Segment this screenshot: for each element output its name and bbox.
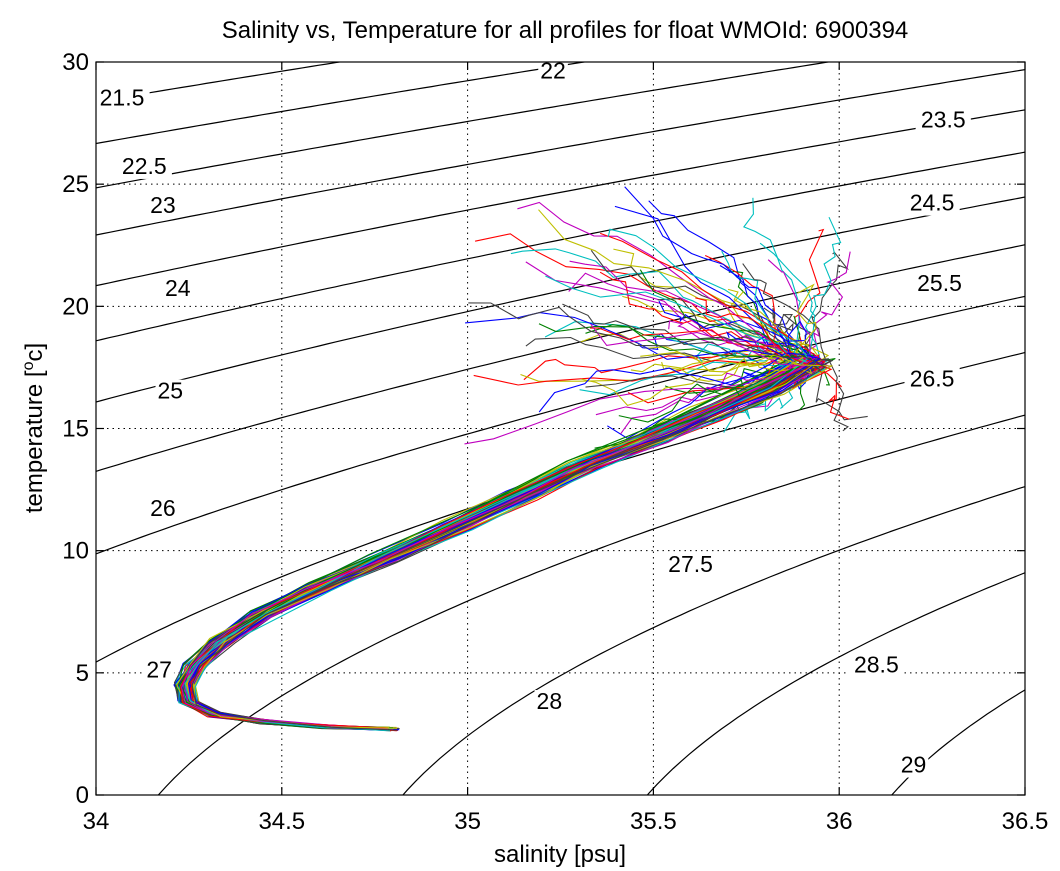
- isopycnal-line-25: [96, 151, 1025, 342]
- isopycnal-label-0: 21.5: [100, 85, 145, 111]
- isopycnal-label-12: 27.5: [668, 551, 713, 577]
- isopycnal-label-14: 28.5: [854, 651, 899, 677]
- isopycnal-label-4: 23.5: [921, 107, 966, 133]
- x-tick-label-1: 34.5: [258, 808, 305, 835]
- y-axis-label-end: c]: [21, 343, 48, 362]
- x-tick-label-2: 35: [454, 808, 481, 835]
- isopycnal-line-28-5: [646, 572, 1025, 795]
- x-tick-label-0: 34: [83, 808, 110, 835]
- isopycnal-line-29: [890, 689, 1025, 795]
- isopycnal-label-bg-0: [94, 86, 150, 111]
- y-axis-label-sup: o: [20, 361, 37, 370]
- isopycnal-label-bg-12: [662, 553, 719, 578]
- isopycnal-line-26-5: [96, 295, 1025, 555]
- profile-line-69: [174, 367, 794, 729]
- isopycnal-line-26: [96, 244, 1025, 472]
- isopycnal-label-6: 24.5: [910, 190, 955, 216]
- isopycnal-line-24: [96, 68, 1025, 236]
- y-tick-label-6: 30: [62, 49, 89, 76]
- isopycnal-label-bg-1: [538, 59, 568, 84]
- isopycnal-label-10: 26.5: [910, 366, 955, 392]
- profile-line-66: [194, 242, 826, 731]
- isopycnal-label-bg-4: [915, 108, 971, 133]
- isopycnal-label-11: 27: [146, 656, 172, 682]
- y-tick-label-5: 25: [62, 171, 89, 198]
- isopycnal-label-bg-7: [155, 379, 186, 404]
- x-tick-label-3: 35.5: [630, 808, 677, 835]
- isopycnal-label-3: 23: [150, 192, 176, 218]
- isopycnal-line-22-5: [96, 62, 344, 103]
- isopycnal-line-27-5: [157, 414, 1025, 795]
- profile-layer: [173, 186, 868, 732]
- isopycnal-label-bg-11: [144, 658, 174, 683]
- tick-layer: 34 34.5 35 35.5 36 36.5 0 5 10 15 20 25 30: [62, 49, 1048, 835]
- isopycnal-label-bg-5: [162, 277, 193, 302]
- profile-line-83: [191, 302, 827, 731]
- y-axis-label: temperature [oc]: [20, 343, 48, 513]
- y-tick-label-2: 10: [62, 538, 89, 565]
- chart-title: Salinity vs, Temperature for all profile…: [222, 17, 909, 44]
- isopycnal-label-bg-13: [534, 690, 565, 715]
- profile-line-79: [180, 297, 809, 729]
- x-tick-label-4: 36: [826, 808, 853, 835]
- x-tick-label-5: 36.5: [1002, 808, 1049, 835]
- y-tick-label-0: 0: [76, 782, 89, 809]
- isopycnal-label-bg-2: [116, 154, 172, 179]
- isopycnal-label-layer: 21.52222.52323.52424.52525.52626.52727.5…: [94, 58, 971, 778]
- isopycnal-label-bg-3: [148, 194, 178, 219]
- isopycnal-label-7: 25: [158, 378, 184, 404]
- profile-line-45: [178, 356, 814, 729]
- isopycnal-line-23-5: [96, 62, 832, 189]
- isopycnal-label-bg-8: [911, 272, 968, 297]
- isopycnal-line-25-5: [96, 196, 1025, 403]
- isopycnal-label-15: 29: [901, 752, 927, 778]
- x-axis-label: salinity [psu]: [494, 841, 626, 868]
- profile-line-81: [181, 323, 807, 730]
- isopycnal-label-bg-14: [848, 653, 904, 678]
- isopycnal-label-bg-9: [148, 497, 178, 522]
- grid-layer: [96, 62, 1025, 795]
- isopycnal-label-2: 22.5: [122, 153, 167, 179]
- isopycnal-label-8: 25.5: [917, 270, 962, 296]
- y-axis-label-main: temperature [: [21, 370, 48, 513]
- y-tick-label-4: 20: [62, 293, 89, 320]
- y-tick-label-1: 5: [76, 660, 89, 687]
- isopycnal-label-bg-10: [904, 367, 960, 392]
- isopycnal-label-5: 24: [165, 275, 191, 301]
- isopycnal-line-24-5: [96, 109, 1025, 287]
- isopycnal-label-13: 28: [537, 688, 563, 714]
- y-tick-label-3: 15: [62, 416, 89, 443]
- isopycnal-label-bg-15: [898, 753, 929, 778]
- isopycnal-line-28: [402, 485, 1025, 795]
- isopycnal-label-9: 26: [150, 495, 176, 521]
- isopycnal-label-bg-6: [904, 191, 960, 216]
- plot-area: [96, 62, 1025, 795]
